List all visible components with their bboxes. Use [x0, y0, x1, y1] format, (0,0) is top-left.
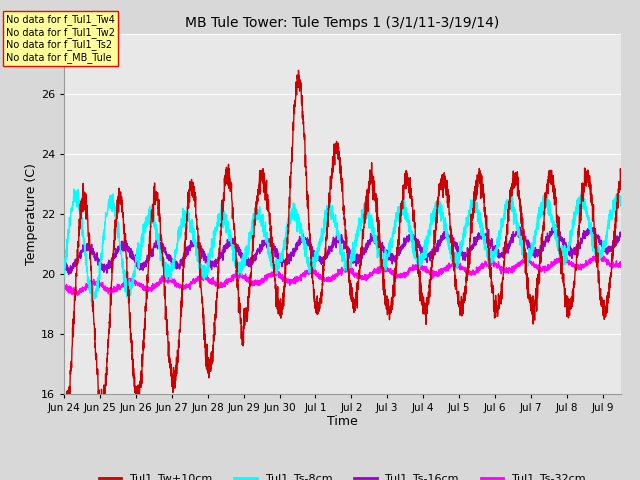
Y-axis label: Temperature (C): Temperature (C)	[25, 163, 38, 264]
X-axis label: Time: Time	[327, 415, 358, 429]
Text: No data for f_Tul1_Tw4
No data for f_Tul1_Tw2
No data for f_Tul1_Ts2
No data for: No data for f_Tul1_Tw4 No data for f_Tul…	[6, 14, 115, 63]
Title: MB Tule Tower: Tule Temps 1 (3/1/11-3/19/14): MB Tule Tower: Tule Temps 1 (3/1/11-3/19…	[185, 16, 500, 30]
Legend: Tul1_Tw+10cm, Tul1_Ts-8cm, Tul1_Ts-16cm, Tul1_Ts-32cm: Tul1_Tw+10cm, Tul1_Ts-8cm, Tul1_Ts-16cm,…	[94, 469, 590, 480]
